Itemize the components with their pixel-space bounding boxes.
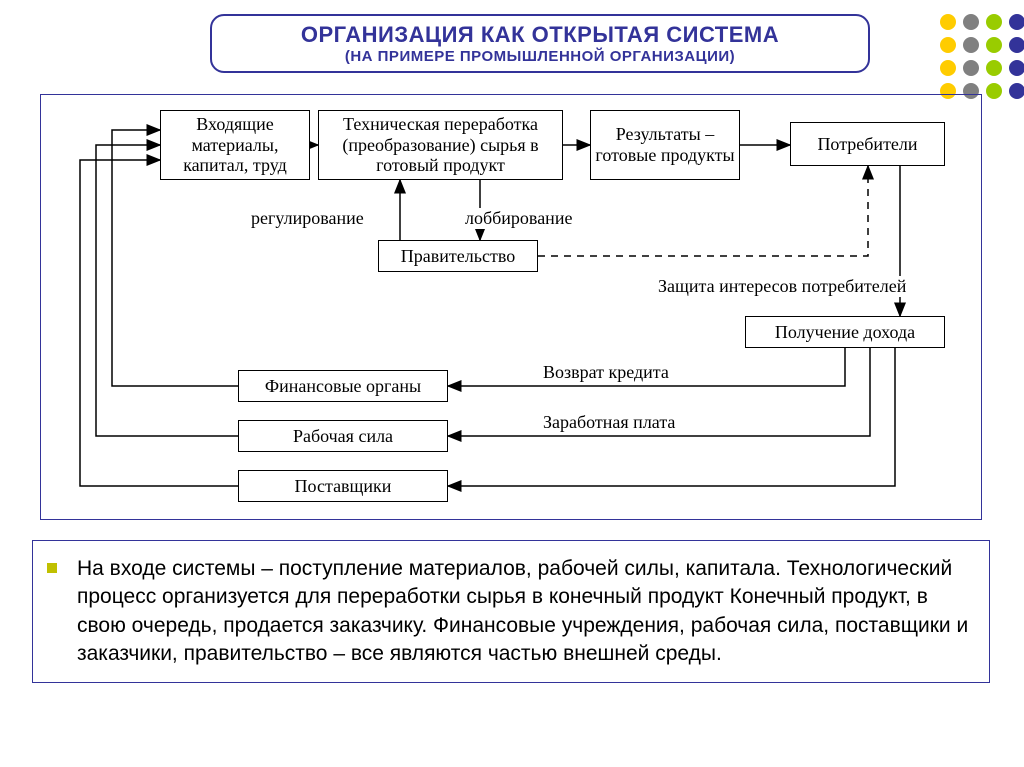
node-consumers: Потребители [790, 122, 945, 166]
node-government: Правительство [378, 240, 538, 272]
decor-dot [986, 83, 1002, 99]
edge-label-consumer_protect: Защита интересов потребителей [655, 276, 909, 297]
decor-dot [1009, 60, 1024, 76]
edge-label-salary: Заработная плата [540, 412, 678, 433]
node-labor: Рабочая сила [238, 420, 448, 452]
body-text-box: На входе системы – поступление материало… [32, 540, 990, 683]
decor-dot [1009, 37, 1024, 53]
title-sub: (НА ПРИМЕРЕ ПРОМЫШЛЕННОЙ ОРГАНИЗАЦИИ) [240, 48, 840, 65]
body-text: На входе системы – поступление материало… [77, 555, 971, 668]
decor-dot [986, 14, 1002, 30]
edge-label-regulation: регулирование [248, 208, 367, 229]
decor-dot [940, 37, 956, 53]
decor-dot [963, 37, 979, 53]
node-suppliers: Поставщики [238, 470, 448, 502]
decor-dot [963, 14, 979, 30]
node-income: Получение дохода [745, 316, 945, 348]
node-processing: Техническая переработка (преобразование)… [318, 110, 563, 180]
node-inputs: Входящие материалы, капитал, труд [160, 110, 310, 180]
title-main: ОРГАНИЗАЦИЯ КАК ОТКРЫТАЯ СИСТЕМА [240, 22, 840, 48]
edge-label-lobbying: лоббирование [462, 208, 575, 229]
decor-dot [986, 60, 1002, 76]
decor-dot [963, 60, 979, 76]
node-results: Результаты – готовые продукты [590, 110, 740, 180]
node-finance: Финансовые органы [238, 370, 448, 402]
decor-dot [1009, 14, 1024, 30]
decor-dot [940, 14, 956, 30]
decor-dot [940, 60, 956, 76]
decor-dot [1009, 83, 1024, 99]
edge-label-credit_return: Возврат кредита [540, 362, 672, 383]
bullet-icon [47, 563, 57, 573]
decor-dot [986, 37, 1002, 53]
title-box: ОРГАНИЗАЦИЯ КАК ОТКРЫТАЯ СИСТЕМА (НА ПРИ… [210, 14, 870, 73]
